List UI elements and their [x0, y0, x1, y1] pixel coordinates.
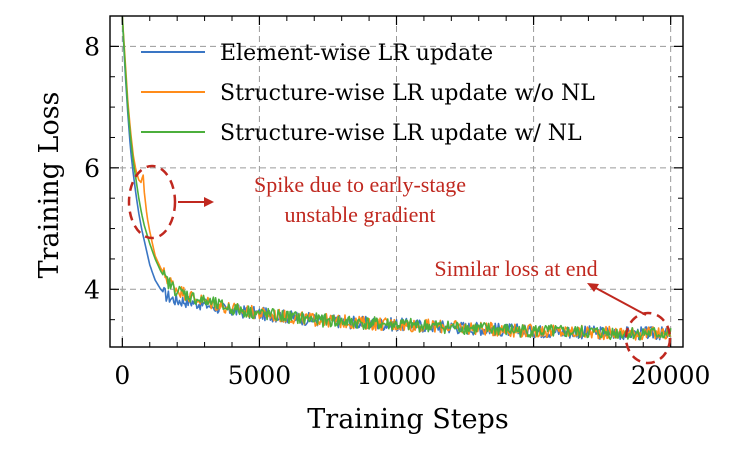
y-axis-label: Training Loss — [34, 92, 65, 279]
legend-label: Structure-wise LR update w/ NL — [220, 121, 582, 146]
legend-label: Structure-wise LR update w/o NL — [220, 81, 595, 106]
series-lines — [121, 16, 672, 341]
tick-labels: 0 5000 10000 15000 20000 4 6 8 — [84, 32, 710, 390]
end-circle — [624, 311, 672, 365]
grid — [110, 16, 683, 347]
spike-annotation-line1: Spike due to early-stage — [254, 172, 466, 197]
x-tick-label: 20000 — [631, 361, 711, 390]
y-tick-label: 4 — [84, 275, 100, 304]
end-annotation-text: Similar loss at end — [434, 256, 597, 281]
legend: Element-wise LR update Structure-wise LR … — [141, 41, 595, 146]
x-tick-label: 5000 — [228, 361, 292, 390]
series-line-3 — [121, 16, 672, 341]
x-tick-label: 15000 — [494, 361, 574, 390]
x-tick-label: 0 — [114, 361, 130, 390]
ticks — [110, 15, 683, 347]
end-arrowhead — [587, 283, 599, 292]
legend-label: Element-wise LR update — [220, 41, 493, 66]
y-tick-label: 6 — [84, 154, 100, 183]
x-axis-label: Training Steps — [307, 404, 508, 435]
y-tick-label: 8 — [84, 32, 100, 61]
spike-arrowhead — [204, 197, 214, 207]
x-tick-label: 10000 — [357, 361, 437, 390]
spike-annotation-line2: unstable gradient — [285, 202, 436, 227]
spike-annotation: Spike due to early-stage unstable gradie… — [127, 164, 466, 240]
end-annotation: Similar loss at end — [434, 256, 672, 365]
spike-circle — [127, 164, 177, 240]
end-arrow — [593, 286, 647, 316]
